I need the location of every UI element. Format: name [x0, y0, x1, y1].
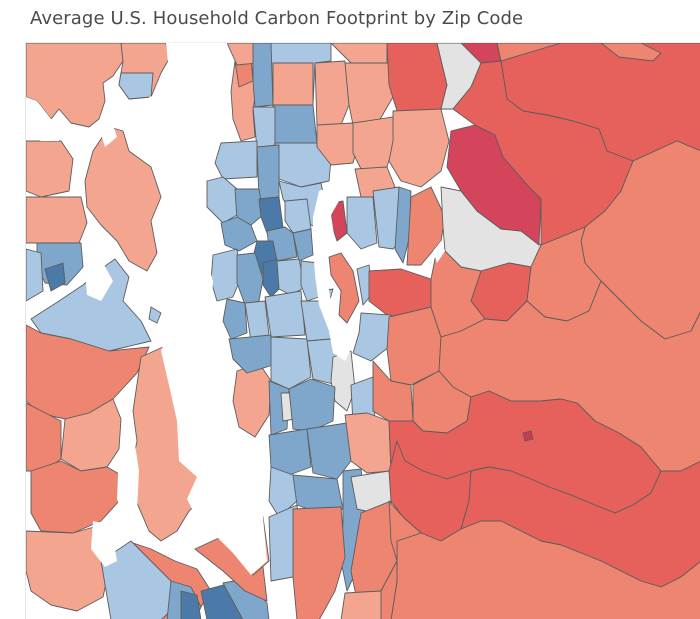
hood-canal — [26, 97, 59, 141]
zip-region[interactable] — [180, 590, 202, 619]
zip-region[interactable] — [268, 428, 312, 476]
zip-region[interactable] — [330, 350, 356, 412]
zip-region[interactable] — [148, 306, 162, 324]
zip-region[interactable] — [264, 290, 306, 338]
zip-region[interactable] — [386, 43, 448, 118]
dyes-inlet — [99, 119, 117, 147]
carr-inlet — [91, 521, 117, 567]
zip-region[interactable] — [228, 334, 274, 374]
zip-region[interactable] — [522, 430, 534, 442]
zip-region[interactable] — [272, 104, 318, 146]
zip-region[interactable] — [314, 60, 350, 126]
colvos-passage — [117, 431, 139, 521]
choropleth-map[interactable] — [26, 43, 700, 619]
quartermaster-harbor — [195, 425, 207, 451]
zip-region[interactable] — [118, 72, 154, 100]
zip-region[interactable] — [288, 378, 336, 432]
zip-region[interactable] — [84, 126, 162, 272]
zip-region[interactable] — [26, 524, 112, 612]
zip-region[interactable] — [26, 140, 74, 198]
zip-region[interactable] — [292, 506, 346, 619]
zip-region[interactable] — [222, 298, 248, 340]
zip-region[interactable] — [340, 590, 392, 619]
zip-region[interactable] — [390, 520, 700, 619]
zip-region[interactable] — [352, 312, 392, 362]
liberty-bay — [149, 93, 167, 113]
zip-region[interactable] — [346, 196, 378, 250]
zip-region[interactable] — [26, 196, 88, 244]
sinclair-inlet — [85, 263, 113, 301]
zip-region[interactable] — [252, 43, 274, 108]
zip-region[interactable] — [386, 306, 442, 386]
zip-region[interactable] — [26, 248, 44, 302]
puget-sound — [149, 43, 267, 575]
zip-region[interactable] — [236, 252, 264, 306]
water-features — [26, 43, 445, 575]
zip-region[interactable] — [256, 144, 280, 200]
zip-region[interactable] — [276, 258, 306, 296]
lake-sammamish — [433, 241, 445, 263]
zip-region[interactable] — [60, 398, 122, 472]
zip-regions — [26, 43, 700, 619]
viz-title: Average U.S. Household Carbon Footprint … — [30, 8, 524, 29]
zip-region[interactable] — [388, 108, 450, 188]
lake-washington — [313, 187, 351, 361]
zip-region[interactable] — [270, 336, 312, 390]
zip-region[interactable] — [306, 422, 352, 480]
zip-region[interactable] — [214, 140, 258, 180]
zip-region[interactable] — [380, 500, 422, 619]
zip-region[interactable] — [394, 186, 412, 264]
map-frame[interactable] — [25, 42, 700, 619]
zip-region[interactable] — [600, 43, 662, 62]
zip-region[interactable] — [292, 228, 314, 262]
zip-region[interactable] — [328, 252, 360, 324]
zip-region[interactable] — [234, 188, 264, 226]
zip-region[interactable] — [272, 62, 314, 108]
zip-region[interactable] — [44, 262, 66, 292]
